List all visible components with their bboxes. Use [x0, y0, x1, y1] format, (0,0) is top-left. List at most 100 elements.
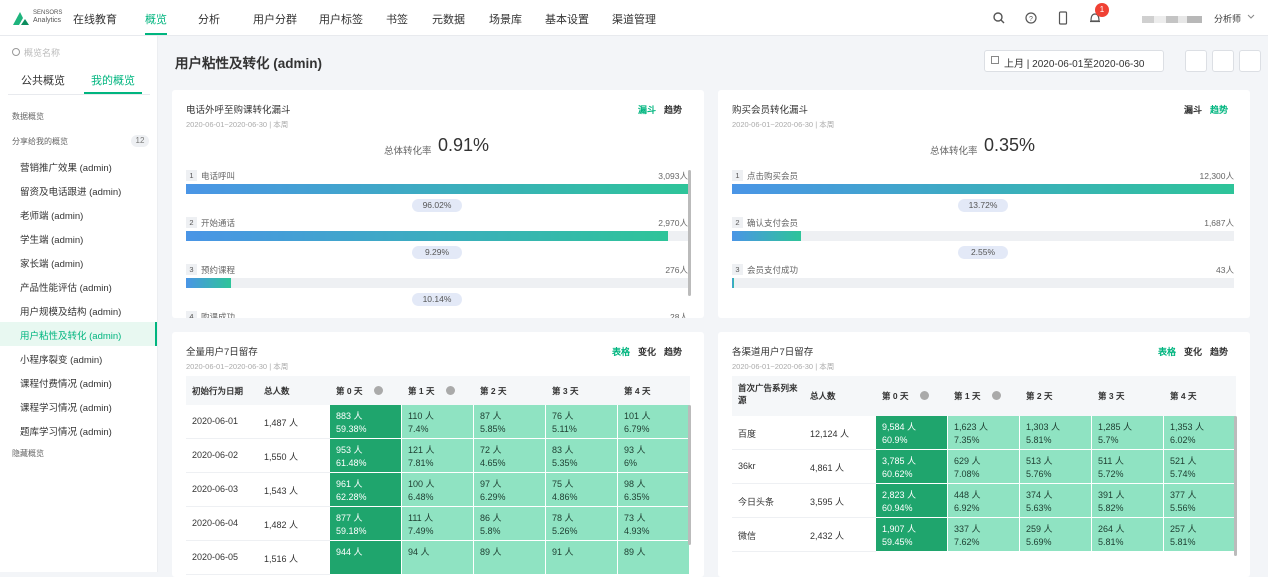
tab[interactable]: 我的概览 [91, 75, 135, 87]
count-badge: 12 [131, 135, 149, 147]
column-header: 第 4 天 [1170, 391, 1197, 401]
cell-count: 629 人 [954, 456, 981, 466]
cell-count: 2,823 人 [882, 490, 917, 500]
logo-text: Analytics [33, 17, 62, 24]
cell-count: 1,353 人 [1170, 422, 1205, 432]
cell-percent: 6.02% [1170, 435, 1196, 445]
cell-count: 377 人 [1170, 490, 1197, 500]
menu-item[interactable]: 分析 [198, 14, 220, 26]
cell-count: 337 人 [954, 524, 981, 534]
cell-count: 961 人 [336, 479, 363, 489]
column-header: 总人数 [264, 385, 290, 396]
overview-item[interactable]: 用户粘性及转化 (admin) [20, 331, 122, 342]
view-toggle[interactable]: 变化 [638, 347, 657, 357]
search-placeholder[interactable]: 概览名称 [24, 48, 61, 58]
search-icon[interactable] [992, 11, 1006, 25]
row-label: 微信 [738, 531, 757, 541]
filter-button[interactable] [1185, 50, 1207, 72]
view-toggle[interactable]: 漏斗 [638, 105, 657, 115]
column-header: 初始行为日期 [192, 385, 244, 396]
view-toggle[interactable]: 漏斗 [1184, 105, 1203, 115]
view-toggle[interactable]: 趋势 [664, 105, 683, 115]
card-subtitle: 2020-06-01~2020-06-30 | 本周 [732, 120, 835, 129]
retention-cell [546, 473, 618, 507]
project-name[interactable]: 在线教育 [73, 14, 117, 26]
refresh-button[interactable] [1212, 50, 1234, 72]
retention-cell [1164, 518, 1236, 552]
cell-percent: 5.69% [1026, 537, 1052, 547]
menu-item[interactable]: 渠道管理 [612, 14, 656, 26]
overview-item[interactable]: 学生端 (admin) [20, 235, 84, 246]
menu-item[interactable]: 用户分群 [253, 14, 297, 26]
cell-count: 91 人 [552, 547, 574, 557]
retention-cell [546, 541, 618, 575]
cell-percent: 5.8% [480, 526, 501, 536]
cell-percent: 4.65% [480, 458, 506, 468]
menu-item[interactable]: 概览 [145, 14, 167, 26]
overview-item[interactable]: 小程序裂变 (admin) [20, 355, 103, 366]
retention-table: 首次广告系列来源 总人数 第 0 天 第 1 天 第 2 天 第 3 天 第 4 天百度 12… [732, 376, 1236, 577]
cell-percent: 5.72% [1098, 469, 1124, 479]
mobile-icon[interactable] [1056, 11, 1070, 25]
overview-item[interactable]: 营销推广效果 (admin) [20, 163, 112, 174]
cell-count: 374 人 [1026, 490, 1053, 500]
section-header[interactable]: 数据概览 [12, 112, 44, 121]
overview-item[interactable]: 题库学习情况 (admin) [20, 427, 112, 438]
step-index: 2 [186, 217, 197, 228]
retention-cell [1092, 518, 1164, 552]
column-header: 第 0 天 [882, 391, 909, 401]
tab-underline [84, 92, 142, 94]
menu-item[interactable]: 基本设置 [545, 14, 589, 26]
row-total: 1,516 人 [264, 554, 299, 564]
menu-item[interactable]: 场景库 [489, 14, 522, 26]
view-toggle[interactable]: 表格 [1158, 347, 1177, 357]
tab[interactable]: 公共概览 [21, 75, 65, 87]
overview-item[interactable]: 课程付费情况 (admin) [20, 379, 112, 390]
card-subtitle: 2020-06-01~2020-06-30 | 本周 [186, 362, 289, 371]
cell-percent: 5.76% [1026, 469, 1052, 479]
column-header: 第 1 天 [408, 385, 435, 396]
overview-item[interactable]: 用户规模及结构 (admin) [20, 307, 122, 318]
row-divider [732, 449, 876, 450]
cell-percent: 60.9% [882, 435, 908, 445]
view-toggle[interactable]: 趋势 [1210, 105, 1229, 115]
top-nav: ? SENSORS Analytics 在线教育 概览 分析 用户分群 用户标签 书签 元数据 场… [0, 0, 1268, 36]
overview-item[interactable]: 课程学习情况 (admin) [20, 403, 112, 414]
menu-item[interactable]: 元数据 [432, 14, 465, 26]
step-name: 确认支付会员 [747, 218, 799, 228]
overview-item[interactable]: 产品性能评估 (admin) [20, 283, 112, 294]
overview-item[interactable]: 老师端 (admin) [20, 211, 84, 222]
overview-item[interactable]: 家长端 (admin) [20, 259, 84, 270]
bar-track [186, 278, 688, 288]
retention-cell [402, 473, 474, 507]
row-total: 1,487 人 [264, 418, 299, 428]
cell-percent: 59.38% [336, 424, 367, 434]
row-label: 2020-06-03 [192, 484, 239, 494]
cell-percent: 6.79% [624, 424, 650, 434]
section-header[interactable]: 分享给我的概览 [12, 137, 68, 146]
section-header[interactable]: 隐藏概览 [12, 449, 44, 458]
menu-item[interactable]: 书签 [386, 14, 408, 26]
cell-percent: 7.49% [408, 526, 434, 536]
funnel-bar [732, 231, 801, 241]
view-toggle[interactable]: 变化 [1184, 347, 1203, 357]
date-range[interactable]: 上月 | 2020-06-01至2020-06-30 [1004, 59, 1145, 70]
cell-percent: 6.29% [480, 492, 506, 502]
help-icon[interactable]: ? [1024, 11, 1038, 25]
retention-table: 初始行为日期 总人数 第 0 天 第 1 天 第 2 天 第 3 天 第 4 天 2020-0… [186, 376, 690, 577]
menu-item[interactable]: 用户标签 [319, 14, 363, 26]
view-toggle[interactable]: 趋势 [664, 347, 683, 357]
row-divider [732, 551, 876, 552]
cell-count: 1,303 人 [1026, 422, 1061, 432]
cell-percent: 5.11% [552, 424, 577, 434]
cell-count: 511 人 [1098, 456, 1124, 466]
bell-icon[interactable] [1088, 11, 1102, 25]
retention-card: 全量用户7日留存 2020-06-01~2020-06-30 | 本周 趋势 变化 表格… [172, 332, 704, 577]
more-button[interactable] [1239, 50, 1261, 72]
retention-cell [618, 439, 690, 473]
overview-item[interactable]: 留资及电话跟进 (admin) [20, 187, 122, 198]
row-total: 1,543 人 [264, 486, 299, 496]
total-label: 总体转化率 [930, 146, 978, 157]
view-toggle[interactable]: 趋势 [1210, 347, 1229, 357]
view-toggle[interactable]: 表格 [612, 347, 631, 357]
